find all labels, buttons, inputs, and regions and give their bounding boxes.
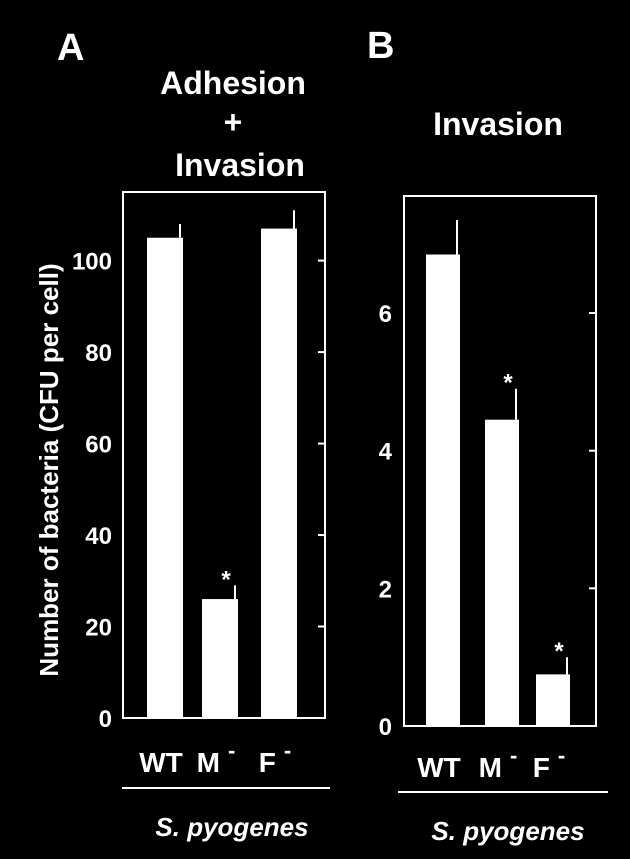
panel-a-category-label: F-: [259, 738, 291, 778]
panel-a-title-line-1: Adhesion: [160, 65, 306, 101]
panel-b-y-tick-label: 2: [379, 576, 392, 603]
panel-b-category-label: WT: [417, 752, 461, 783]
panel-b-bar: [485, 419, 519, 726]
panel-a-title-line-2: +: [224, 104, 243, 140]
panel-b-category-label-text: M: [479, 752, 502, 783]
panel-b-y-tick-label: 0: [379, 714, 392, 741]
panel-a-x-axis-label: S. pyogenes: [155, 812, 308, 842]
panel-b-category-label: M-: [479, 743, 518, 783]
panel-b-bar: [426, 254, 460, 726]
panel-b-significance-mark: *: [554, 638, 564, 665]
panel-a-bar: [261, 228, 297, 718]
panel-a-y-tick-label: 20: [85, 615, 112, 642]
panel-b-y-tick-label: 6: [379, 301, 392, 328]
panel-b-x-axis-label: S. pyogenes: [431, 816, 584, 846]
panel-a-y-tick-label: 100: [72, 249, 112, 276]
panel-a-category-label: WT: [139, 747, 183, 778]
panel-a-category-label: M-: [197, 738, 236, 778]
panel-b-category-label-superscript: -: [510, 743, 517, 768]
panel-b-category-label-superscript: -: [558, 743, 565, 768]
panel-b-significance-mark: *: [503, 370, 513, 397]
panel-a-y-tick-label: 60: [85, 432, 112, 459]
panel-a-category-label-superscript: -: [228, 738, 235, 763]
panel-b-y-tick-label: 4: [379, 439, 393, 466]
panel-a-bar: [147, 237, 183, 718]
panel-a-title-line-3: Invasion: [175, 147, 305, 183]
panel-a-category-label-text: M: [197, 747, 220, 778]
panel-a-y-tick-label: 80: [85, 340, 112, 367]
panel-a-bar: [202, 599, 238, 718]
panel-a-category-label-text: F: [259, 747, 276, 778]
panel-a-y-tick-label: 40: [85, 523, 112, 550]
panel-a-letter: A: [57, 27, 84, 69]
panel-a-y-tick-label: 0: [99, 706, 112, 733]
panel-b-title: Invasion: [433, 106, 563, 142]
panel-b-bar: [536, 674, 570, 726]
panel-b-category-label-text: F: [533, 752, 550, 783]
panel-a-y-axis-label: Number of bacteria (CFU per cell): [34, 263, 64, 676]
panel-b-category-label: F-: [533, 743, 565, 783]
panel-a-category-label-text: WT: [139, 747, 183, 778]
panel-a-significance-mark: *: [221, 566, 231, 593]
panel-a-category-label-superscript: -: [284, 738, 291, 763]
panel-b-category-label-text: WT: [417, 752, 461, 783]
panel-a: A Adhesion + Invasion Number of bacteria…: [34, 27, 330, 842]
panel-b-letter: B: [367, 25, 394, 67]
